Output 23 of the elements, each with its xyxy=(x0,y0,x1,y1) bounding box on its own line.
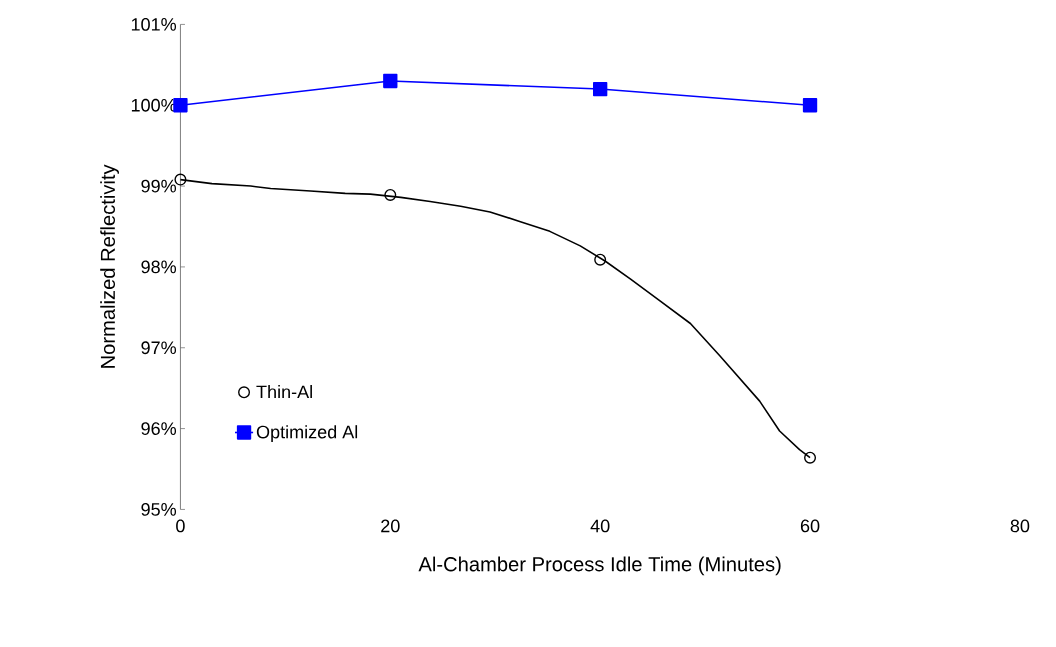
x-tick-label: 20 xyxy=(381,519,400,533)
point xyxy=(384,188,397,201)
x-tick-label: 60 xyxy=(800,519,820,533)
point xyxy=(174,173,187,186)
point xyxy=(804,451,817,464)
legend-label: Optimized Al xyxy=(256,424,358,442)
legend-label: Thin-Al xyxy=(256,384,312,398)
y-tick-label: 97% xyxy=(141,341,177,354)
x-axis-title: Al-Chamber Process Idle Time (Minutes) xyxy=(418,556,781,576)
point xyxy=(173,97,188,113)
y-tick-label: 96% xyxy=(141,422,177,435)
y-tick-label: 101% xyxy=(131,17,177,31)
y-tick-label: 99% xyxy=(141,179,177,193)
x-tick-label: 80 xyxy=(1010,519,1030,533)
point xyxy=(594,253,607,266)
x-tick-label: 40 xyxy=(590,519,610,533)
point xyxy=(383,73,398,88)
x-tick-label: 0 xyxy=(176,519,185,533)
y-axis-title: Normalized Reflectivity xyxy=(100,164,119,368)
y-tick-label: 95% xyxy=(141,502,177,516)
point xyxy=(593,81,608,97)
y-tick-label: 98% xyxy=(141,260,177,274)
point xyxy=(802,97,818,113)
